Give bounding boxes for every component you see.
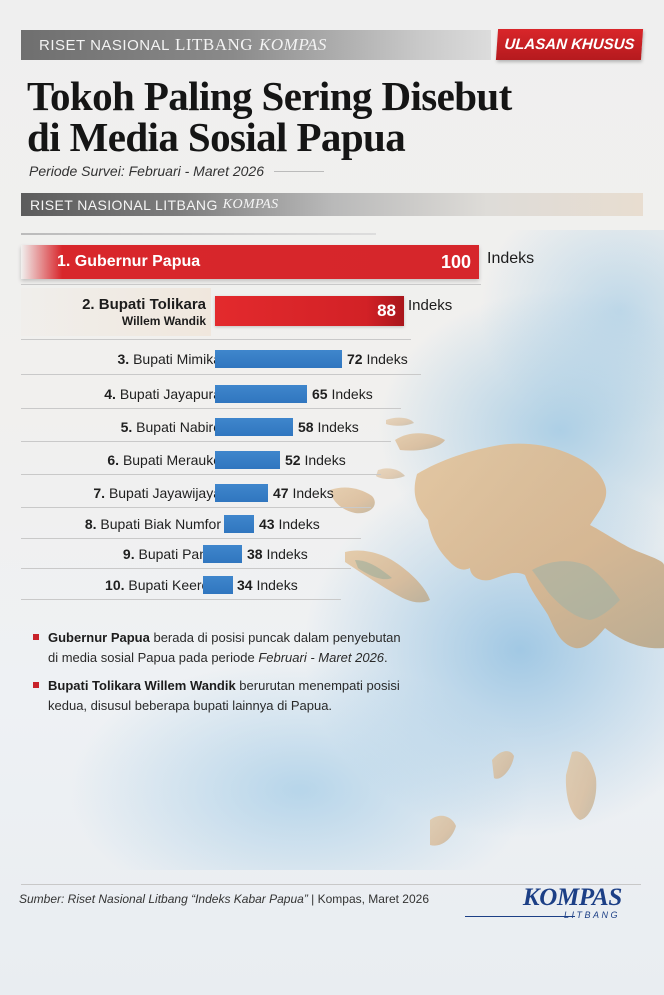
bar-label-line-2: Willem Wandik	[121, 314, 206, 328]
bar-value: 65 Indeks	[312, 386, 373, 402]
bar	[224, 515, 254, 533]
row-divider	[21, 408, 401, 409]
bar-unit: Indeks	[487, 250, 535, 267]
bar-unit: Indeks	[408, 297, 453, 314]
bar-label: 8. Bupati Biak Numfor	[84, 516, 221, 532]
bar	[215, 350, 342, 368]
finding-1: Gubernur Papua berada di posisi puncak d…	[33, 628, 403, 667]
bar-label: 6. Bupati Merauke	[107, 452, 221, 468]
title-line-1: Tokoh Paling Sering Disebut	[27, 73, 512, 119]
bar	[215, 418, 293, 436]
section-bar-italic: KOMPAS	[222, 196, 279, 212]
logo-subtitle: LITBANG	[563, 910, 620, 920]
bar-value: 88	[377, 301, 396, 320]
bar-value: 34 Indeks	[237, 577, 298, 593]
bar-value: 100	[440, 252, 471, 272]
row-divider	[21, 374, 421, 375]
footer-divider	[21, 884, 641, 885]
row-divider	[21, 339, 411, 340]
bar-value: 38 Indeks	[247, 546, 308, 562]
bar-row-2: 88	[215, 296, 404, 326]
row-divider	[21, 538, 361, 539]
bar	[203, 545, 242, 563]
bar-row-10: 10. Bupati Keerom 34 Indeks	[21, 575, 521, 595]
bar-label: 3. Bupati Mimika	[117, 351, 222, 367]
row-divider	[21, 507, 371, 508]
bullet-square-icon	[33, 682, 39, 688]
bar-value: 72 Indeks	[347, 351, 408, 367]
section-bar: RISET NASIONAL LITBANG KOMPAS	[21, 193, 643, 216]
brand-serif-italic: KOMPAS	[259, 35, 327, 54]
bar-row-7: 7. Bupati Jayawijaya 47 Indeks	[21, 483, 521, 503]
bar-value: 47 Indeks	[273, 485, 334, 501]
bar-label: 7. Bupati Jayawijaya	[93, 485, 221, 501]
special-review-badge: ULASAN KHUSUS	[495, 29, 644, 60]
bar-row-5: 5. Bupati Nabire 58 Indeks	[21, 417, 521, 437]
row-divider	[21, 568, 351, 569]
header-brand-bar: RISET NASIONAL LITBANG KOMPAS	[21, 30, 491, 60]
section-bar-prefix: RISET NASIONAL LITBANG	[30, 196, 218, 213]
logo-wordmark: KOMPAS	[522, 884, 622, 911]
finding-2: Bupati Tolikara Willem Wandik berurutan …	[33, 676, 403, 715]
brand-serif: LITBANG	[174, 35, 254, 54]
title-line-2: di Media Sosial Papua	[27, 114, 406, 160]
bar-value: 52 Indeks	[285, 452, 346, 468]
survey-period: Periode Survei: Februari - Maret 2026	[29, 163, 324, 179]
bar	[215, 451, 280, 469]
brand-prefix: RISET NASIONAL	[39, 36, 170, 54]
logo-rule	[465, 916, 575, 917]
row-2-label-bg	[21, 288, 211, 336]
source-credit: Sumber: Riset Nasional Litbang “Indeks K…	[19, 892, 430, 906]
bar-value: 58 Indeks	[298, 419, 359, 435]
bar-row-2-label: 2. Bupati Tolikara Willem Wandik	[40, 296, 206, 329]
bar	[203, 576, 233, 594]
bar-row-1: 1. Gubernur Papua 100	[21, 245, 479, 279]
bar-label-line-1: 2. Bupati Tolikara	[82, 296, 206, 313]
row-divider	[21, 441, 391, 442]
row-divider	[21, 474, 381, 475]
bar-row-4: 4. Bupati Jayapura 65 Indeks	[21, 384, 521, 404]
survey-period-text: Periode Survei: Februari - Maret 2026	[29, 163, 264, 179]
bar	[215, 484, 268, 502]
bar-label: 5. Bupati Nabire	[120, 419, 221, 435]
kompas-litbang-logo: KOMPAS LITBANG	[465, 884, 630, 934]
page-title: Tokoh Paling Sering Disebut di Media Sos…	[27, 76, 512, 158]
row-divider	[21, 284, 481, 285]
subtitle-rule	[274, 170, 324, 172]
bar-label: 1. Gubernur Papua	[57, 253, 201, 270]
bar-row-8: 8. Bupati Biak Numfor 43 Indeks	[21, 514, 521, 534]
bar-label: 10. Bupati Keerom	[105, 577, 221, 593]
bar-label: 4. Bupati Jayapura	[104, 386, 221, 402]
bar-row-3: 3. Bupati Mimika 72 Indeks	[21, 349, 521, 369]
bullet-square-icon	[33, 634, 39, 640]
key-findings: Gubernur Papua berada di posisi puncak d…	[33, 628, 403, 724]
divider	[21, 233, 376, 235]
bar-value: 43 Indeks	[259, 516, 320, 532]
bar-row-9: 9. Bupati Paniai 38 Indeks	[21, 544, 521, 564]
bar-row-6: 6. Bupati Merauke 52 Indeks	[21, 450, 521, 470]
bar-label: 9. Bupati Paniai	[122, 546, 221, 562]
row-divider	[21, 599, 341, 600]
bar	[215, 385, 307, 403]
